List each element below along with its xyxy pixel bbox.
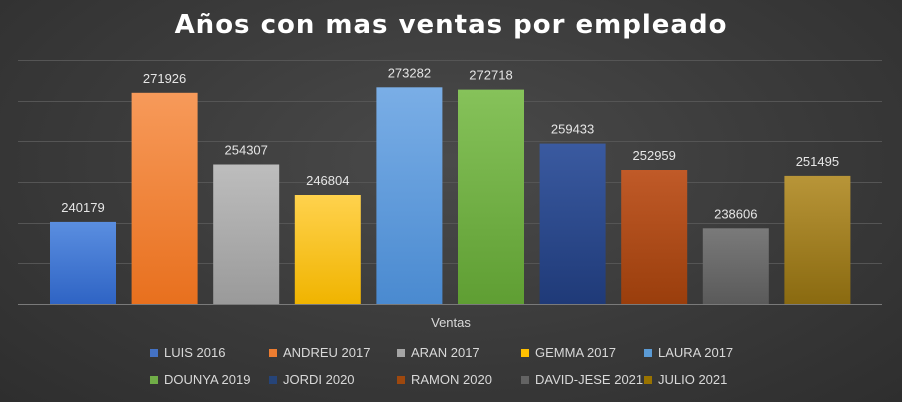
legend-label: ARAN 2017 (411, 345, 480, 360)
legend-item: DOUNYA 2019 (150, 372, 269, 387)
data-label: 259433 (551, 122, 594, 137)
legend-swatch (644, 348, 652, 357)
bar-laura-2017 (376, 87, 443, 304)
legend-item: RAMON 2020 (397, 372, 521, 387)
bar-julio-2021 (784, 175, 851, 304)
legend-item: LUIS 2016 (150, 345, 269, 360)
data-label: 272718 (469, 68, 512, 83)
legend-label: GEMMA 2017 (535, 345, 616, 360)
legend-swatch (521, 375, 529, 384)
bar-dounya-2019 (458, 89, 524, 304)
bars (50, 87, 851, 304)
legend-swatch (521, 348, 529, 357)
legend-item: JULIO 2021 (644, 372, 774, 387)
legend-label: ANDREU 2017 (283, 345, 371, 360)
legend-item: ARAN 2017 (397, 345, 521, 360)
legend-item: DAVID-JESE 2021 (521, 372, 644, 387)
legend-label: LUIS 2016 (164, 345, 226, 360)
bar-luis-2016 (50, 221, 116, 304)
data-label: 273282 (388, 65, 431, 80)
legend-swatch (397, 375, 405, 384)
bar-gemma-2017 (294, 195, 361, 304)
data-labels: 240179 271926 254307 246804 273282 272718 2594… (61, 65, 839, 221)
bar-andreu-2017 (131, 92, 198, 304)
bar-ramon-2020 (621, 170, 688, 304)
legend-swatch (644, 375, 652, 384)
legend-label: DAVID-JESE 2021 (535, 372, 644, 387)
data-label: 238606 (714, 206, 757, 221)
legend-item: ANDREU 2017 (269, 345, 397, 360)
data-label: 254307 (225, 143, 268, 158)
data-label: 246804 (306, 173, 349, 188)
legend-swatch (269, 375, 277, 384)
data-label: 251495 (796, 154, 839, 169)
legend-swatch (150, 348, 158, 357)
bar-chart-plot: 240179 271926 254307 246804 273282 272718 2594… (18, 60, 882, 305)
legend-item: JORDI 2020 (269, 372, 397, 387)
legend-swatch (269, 348, 277, 357)
legend-label: JULIO 2021 (658, 372, 728, 387)
bar-jordi-2020 (539, 143, 606, 304)
data-label: 271926 (143, 71, 186, 86)
legend-swatch (397, 348, 405, 357)
legend: LUIS 2016 ANDREU 2017 ARAN 2017 GEMMA 2017 L… (150, 345, 790, 387)
chart-title: Años con mas ventas por empleado (174, 10, 728, 40)
legend-label: LAURA 2017 (658, 345, 734, 360)
data-label: 252959 (633, 148, 676, 163)
bar-david-jese-2021 (702, 228, 769, 304)
legend-label: DOUNYA 2019 (164, 372, 251, 387)
legend-label: RAMON 2020 (411, 372, 492, 387)
data-label: 240179 (61, 200, 104, 215)
legend-item: LAURA 2017 (644, 345, 774, 360)
bar-aran-2017 (213, 164, 280, 304)
x-axis-label: Ventas (431, 315, 471, 330)
legend-swatch (150, 375, 158, 384)
legend-label: JORDI 2020 (283, 372, 355, 387)
legend-item: GEMMA 2017 (521, 345, 644, 360)
